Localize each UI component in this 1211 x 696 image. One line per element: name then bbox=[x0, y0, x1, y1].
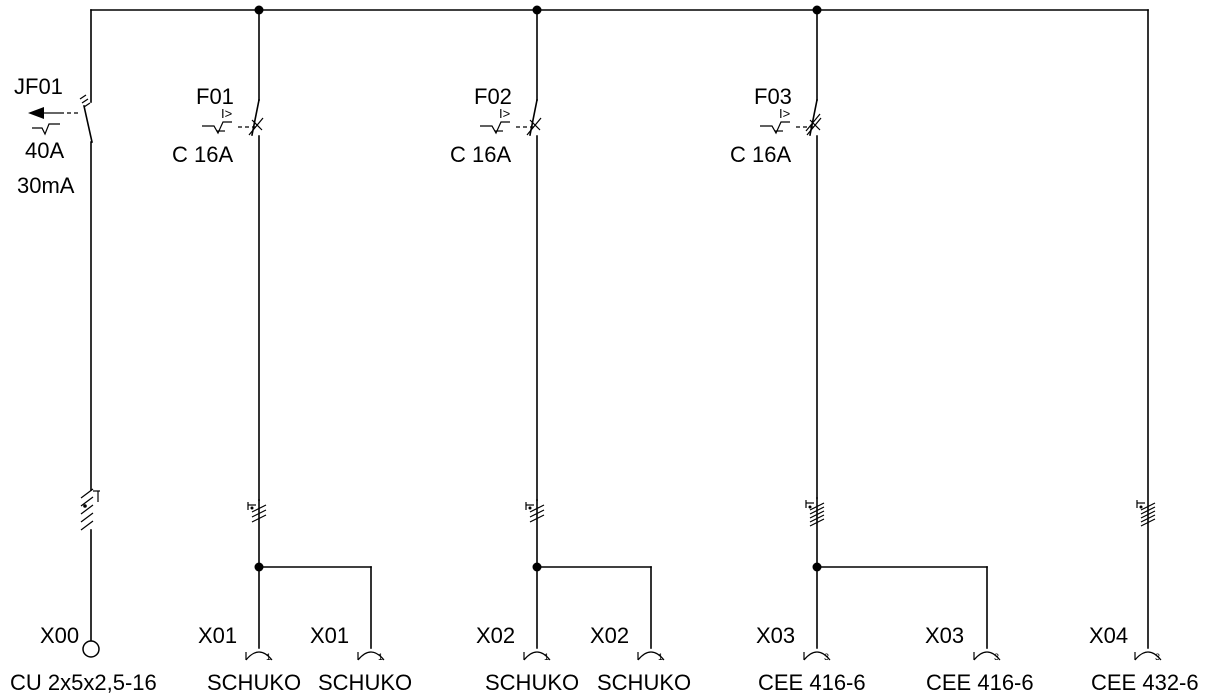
socket-type: SCHUKO bbox=[597, 670, 691, 695]
socket-type: CEE 416-6 bbox=[926, 670, 1034, 695]
socket-type: SCHUKO bbox=[207, 670, 301, 695]
socket-pin-number: 3 bbox=[1155, 652, 1160, 662]
thermal-trip-icon bbox=[202, 121, 232, 135]
socket-icon bbox=[245, 651, 273, 661]
socket-type: SCHUKO bbox=[318, 670, 412, 695]
socket-pin-number: 3 bbox=[994, 652, 999, 662]
socket-icon bbox=[523, 651, 551, 661]
breaker-marker: I> bbox=[499, 106, 510, 121]
rcd-trip-arrow-icon bbox=[28, 107, 44, 119]
socket-icon bbox=[637, 651, 665, 661]
cable-marker-5-wire-icon bbox=[1136, 500, 1156, 527]
breaker-branch-f01 bbox=[202, 9, 372, 649]
socket-id: X01 bbox=[198, 623, 237, 648]
socket-type: CEE 416-6 bbox=[758, 670, 866, 695]
socket-pin-number: 1 bbox=[544, 652, 549, 662]
breaker-rating: C 16A bbox=[450, 142, 511, 167]
feed-cable-spec: CU 2x5x2,5-16 bbox=[10, 670, 157, 695]
socket-id: X01 bbox=[310, 623, 349, 648]
cable-marker-5-wire-icon bbox=[80, 488, 100, 531]
feed-terminal-id: X00 bbox=[40, 623, 79, 648]
socket-id: X04 bbox=[1089, 623, 1128, 648]
cable-marker-3-wire-icon bbox=[247, 502, 267, 523]
thermal-trip-icon bbox=[760, 121, 790, 135]
rcd-branch bbox=[28, 9, 100, 658]
socket-type: SCHUKO bbox=[485, 670, 579, 695]
socket-pin-number: 1 bbox=[266, 652, 271, 662]
breaker-branch-f03 bbox=[760, 9, 988, 649]
breaker-id: F01 bbox=[196, 84, 234, 109]
socket-id: X02 bbox=[476, 623, 515, 648]
thermal-trip-icon bbox=[480, 121, 510, 135]
rcd-switch-contact bbox=[83, 105, 93, 143]
feed-terminal-icon bbox=[82, 640, 100, 658]
breaker-id: F03 bbox=[754, 84, 792, 109]
main-breaker-residual-current: 30mA bbox=[17, 173, 75, 198]
cable-marker-5-wire-icon bbox=[805, 500, 825, 527]
socket-id: X02 bbox=[590, 623, 629, 648]
main-breaker-id: JF01 bbox=[14, 74, 63, 99]
rcd-residual-current-icon bbox=[32, 123, 60, 136]
socket-pin-number: 1 bbox=[378, 652, 383, 662]
breaker-marker: I> bbox=[221, 106, 232, 121]
socket-id: X03 bbox=[925, 623, 964, 648]
breaker-branch-f02 bbox=[480, 9, 652, 649]
breaker-marker: I> bbox=[779, 106, 790, 121]
breaker-id: F02 bbox=[474, 84, 512, 109]
cable-marker-3-wire-icon bbox=[525, 502, 545, 523]
socket-id: X03 bbox=[756, 623, 795, 648]
socket-icon bbox=[357, 651, 385, 661]
breaker-rating: C 16A bbox=[730, 142, 791, 167]
socket-type: CEE 432-6 bbox=[1091, 670, 1199, 695]
socket-pin-number: 1 bbox=[658, 652, 663, 662]
breaker-rating: C 16A bbox=[172, 142, 233, 167]
socket-icon bbox=[973, 651, 1001, 661]
socket-icon bbox=[803, 651, 831, 661]
main-breaker-rating: 40A bbox=[25, 138, 64, 163]
socket-icon bbox=[1134, 651, 1162, 661]
socket-pin-number: 3 bbox=[824, 652, 829, 662]
